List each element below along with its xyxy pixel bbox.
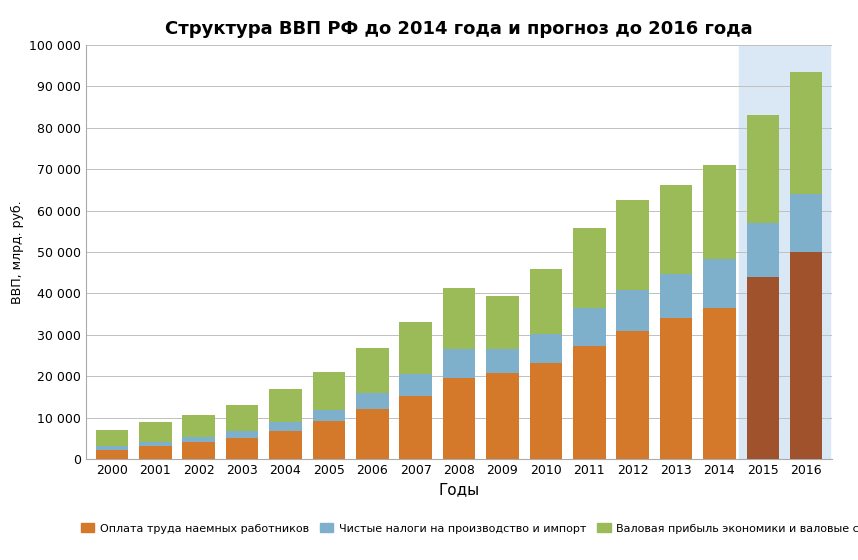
Bar bbox=[269, 422, 302, 431]
Bar bbox=[704, 259, 735, 308]
Bar bbox=[529, 363, 562, 459]
Bar bbox=[269, 389, 302, 422]
Bar bbox=[704, 165, 735, 259]
Bar bbox=[312, 422, 345, 459]
Bar bbox=[486, 348, 519, 373]
Y-axis label: ВВП, млрд. руб.: ВВП, млрд. руб. bbox=[10, 200, 23, 304]
Bar bbox=[790, 194, 823, 252]
Bar bbox=[356, 393, 389, 409]
Bar bbox=[660, 185, 692, 274]
Bar bbox=[739, 45, 830, 459]
Bar bbox=[443, 288, 475, 348]
Bar bbox=[269, 431, 302, 459]
Bar bbox=[356, 348, 389, 393]
Bar bbox=[399, 323, 432, 374]
Bar bbox=[139, 422, 172, 442]
Bar bbox=[356, 409, 389, 459]
Bar bbox=[746, 277, 779, 459]
Bar bbox=[704, 308, 735, 459]
Bar bbox=[443, 348, 475, 379]
Bar bbox=[616, 290, 649, 331]
Bar bbox=[746, 115, 779, 223]
Bar bbox=[660, 274, 692, 318]
Bar bbox=[790, 72, 823, 194]
Bar bbox=[226, 438, 258, 459]
Bar bbox=[95, 450, 128, 459]
X-axis label: Годы: Годы bbox=[438, 483, 480, 498]
Bar bbox=[226, 405, 258, 431]
Bar bbox=[226, 431, 258, 438]
Bar bbox=[746, 223, 779, 277]
Bar bbox=[790, 252, 823, 459]
Bar bbox=[486, 296, 519, 348]
Bar bbox=[139, 442, 172, 446]
Bar bbox=[486, 373, 519, 459]
Bar bbox=[183, 416, 214, 437]
Title: Структура ВВП РФ до 2014 года и прогноз до 2016 года: Структура ВВП РФ до 2014 года и прогноз … bbox=[166, 20, 752, 38]
Bar bbox=[573, 307, 606, 346]
Bar bbox=[95, 430, 128, 446]
Bar bbox=[529, 269, 562, 334]
Bar bbox=[183, 442, 214, 459]
Bar bbox=[616, 331, 649, 459]
Bar bbox=[660, 318, 692, 459]
Bar bbox=[443, 379, 475, 459]
Bar bbox=[95, 446, 128, 450]
Bar bbox=[616, 200, 649, 290]
Bar bbox=[139, 446, 172, 459]
Bar bbox=[529, 334, 562, 363]
Bar bbox=[183, 437, 214, 442]
Bar bbox=[399, 374, 432, 396]
Bar bbox=[312, 410, 345, 422]
Bar bbox=[312, 372, 345, 410]
Bar bbox=[573, 346, 606, 459]
Bar bbox=[399, 396, 432, 459]
Legend: Оплата труда наемных работников, Чистые налоги на производство и импорт, Валовая: Оплата труда наемных работников, Чистые … bbox=[76, 519, 858, 538]
Bar bbox=[573, 227, 606, 307]
